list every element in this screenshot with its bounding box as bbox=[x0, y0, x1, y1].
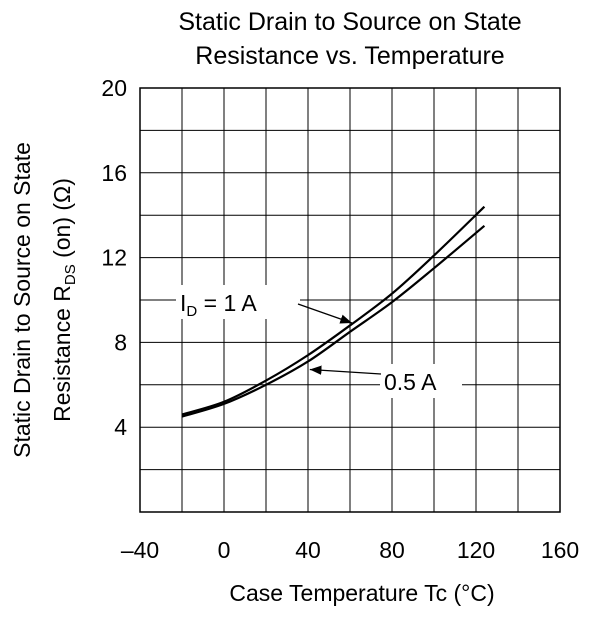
leader-arrow-id-1a bbox=[297, 303, 353, 324]
series-line-id-1a bbox=[181, 205, 486, 416]
label-background bbox=[380, 364, 462, 398]
x-tick-label: 40 bbox=[295, 537, 321, 563]
x-tick-label: 120 bbox=[457, 537, 495, 563]
y-tick-label: 4 bbox=[114, 414, 127, 440]
chart-title-line-1: Static Drain to Source on State bbox=[178, 8, 521, 36]
x-tick-label: 0 bbox=[218, 537, 231, 563]
grid-lines bbox=[140, 88, 560, 512]
y-axis-label-pre: Resistance R bbox=[49, 285, 75, 422]
x-axis-label: Case Temperature Tc (°C) bbox=[229, 580, 494, 606]
annotation-layer: ID = 1 A 0.5 A bbox=[176, 285, 462, 398]
y-tick-label: 8 bbox=[114, 329, 127, 355]
x-tick-label: 160 bbox=[541, 537, 579, 563]
y-tick-label: 12 bbox=[101, 245, 127, 271]
x-tick-label: –40 bbox=[121, 537, 159, 563]
y-axis-label-post: (on) (Ω) bbox=[49, 178, 75, 264]
x-tick-label: 80 bbox=[379, 537, 405, 563]
y-tick-label: 20 bbox=[101, 75, 127, 101]
leader-arrow-0-5a bbox=[309, 365, 382, 375]
series-label-0-5a: 0.5 A bbox=[384, 369, 437, 395]
y-tick-label: 16 bbox=[101, 160, 127, 186]
chart-title-line-2: Resistance vs. Temperature bbox=[195, 42, 504, 70]
y-axis-label-sub: DS bbox=[62, 264, 79, 285]
y-axis-label-line-1: Static Drain to Source on State bbox=[9, 142, 35, 458]
y-axis-label-line-2: Resistance RDS (on) (Ω) bbox=[49, 178, 79, 422]
series-layer bbox=[181, 205, 486, 418]
plot-frame bbox=[139, 87, 561, 513]
label-background bbox=[176, 285, 300, 319]
tick-labels: –40 0 40 80 120 160 20 16 12 8 4 bbox=[101, 75, 579, 563]
series-label-id-1a: ID = 1 A bbox=[180, 290, 257, 320]
series-line-id-0-5a bbox=[181, 224, 486, 418]
